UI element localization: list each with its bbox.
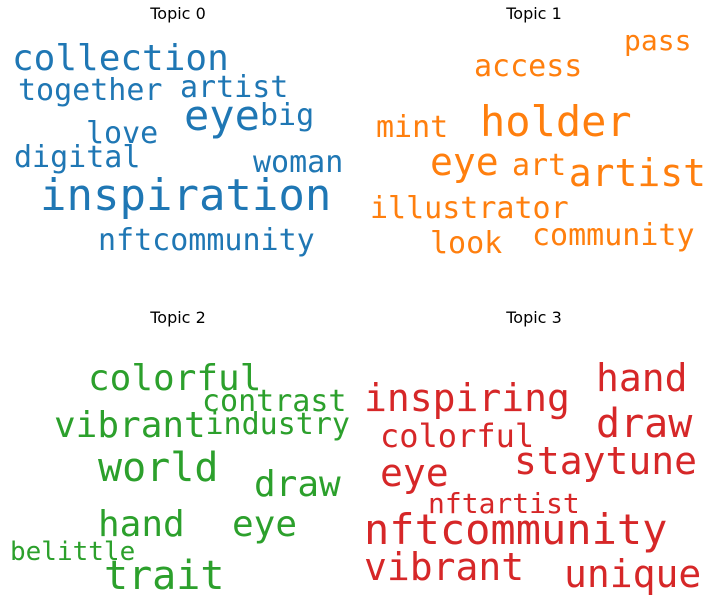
- word-0-8: inspiration: [40, 170, 331, 221]
- word-0-0: collection: [12, 38, 229, 79]
- topic-title-2: Topic 2: [150, 308, 206, 327]
- word-2-5: draw: [254, 464, 341, 505]
- word-1-8: community: [532, 218, 695, 253]
- word-3-9: unique: [564, 552, 701, 596]
- word-0-3: eye: [184, 91, 260, 140]
- word-3-1: inspiring: [364, 376, 570, 420]
- word-2-9: trait: [104, 553, 224, 599]
- word-1-1: access: [474, 49, 582, 84]
- word-3-8: vibrant: [364, 545, 524, 589]
- word-0-9: nftcommunity: [98, 223, 315, 258]
- word-0-6: digital: [14, 140, 140, 175]
- word-1-2: holder: [480, 97, 632, 146]
- word-3-0: hand: [596, 356, 688, 400]
- word-3-6: nftartist: [428, 487, 580, 520]
- word-2-2: vibrant: [54, 405, 206, 446]
- word-2-3: industry: [206, 407, 351, 442]
- topic-title-3: Topic 3: [506, 308, 562, 327]
- word-1-0: pass: [624, 24, 691, 57]
- word-0-5: love: [86, 116, 158, 151]
- word-2-4: world: [98, 445, 218, 491]
- topic-panel-3: Topic 3 hand inspiring draw colorful staytun…: [356, 304, 712, 608]
- topic-panel-0: Topic 0 collection together artist eye big lo…: [0, 0, 356, 304]
- word-1-7: illustrator: [370, 191, 569, 226]
- word-2-0: colorful: [88, 358, 261, 399]
- word-2-1: contrast: [202, 384, 347, 419]
- word-2-8: belittle: [10, 537, 135, 567]
- topic-title-1: Topic 1: [506, 4, 562, 23]
- topic-title-0: Topic 0: [150, 4, 206, 23]
- topic-panel-2: Topic 2 colorful contrast vibrant industry w…: [0, 304, 356, 608]
- word-1-5: art: [512, 148, 566, 183]
- word-1-6: artist: [569, 151, 706, 195]
- word-3-5: eye: [380, 451, 449, 495]
- word-1-3: mint: [376, 110, 448, 145]
- word-1-9: look: [430, 226, 502, 261]
- word-0-1: together: [18, 73, 163, 108]
- word-3-4: staytune: [514, 439, 697, 483]
- topic-panel-1: Topic 1 pass access holder mint eye art artist…: [356, 0, 712, 304]
- word-3-7: nftcommunity: [364, 505, 667, 554]
- word-0-2: artist: [180, 70, 288, 105]
- word-0-4: big: [260, 98, 314, 133]
- word-3-2: draw: [596, 401, 693, 447]
- word-2-6: hand: [98, 504, 185, 545]
- word-3-3: colorful: [380, 417, 534, 455]
- word-2-7: eye: [232, 504, 297, 545]
- word-0-7: woman: [253, 145, 343, 180]
- word-1-4: eye: [430, 140, 499, 184]
